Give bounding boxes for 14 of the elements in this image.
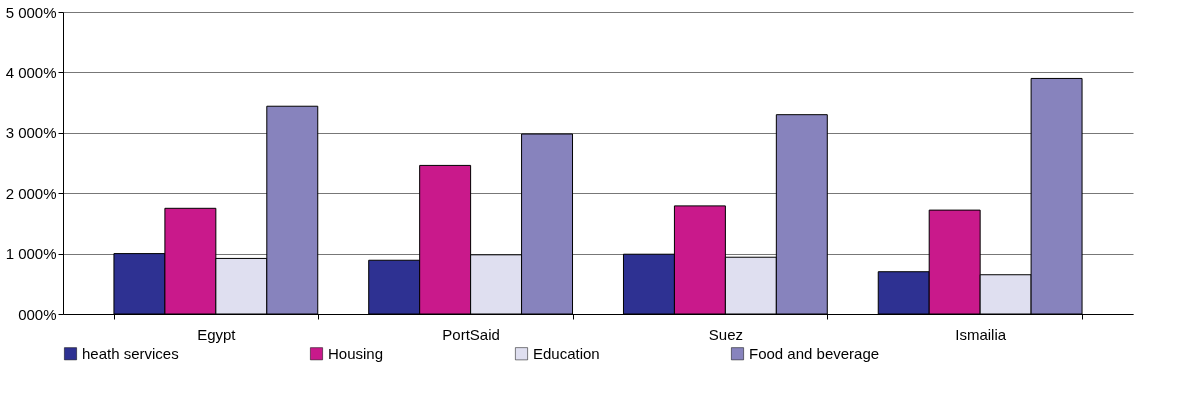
x-tick-label: Suez bbox=[708, 325, 743, 343]
y-tick-label: 3 000% bbox=[5, 124, 57, 142]
y-tick-label: 2 000% bbox=[5, 184, 57, 202]
y-tick-label: 4 000% bbox=[5, 63, 57, 81]
y-tick-label: 5 000% bbox=[5, 3, 57, 21]
legend-label: Housing bbox=[328, 344, 384, 362]
x-tick-label: Egypt bbox=[197, 325, 237, 343]
legend-label: heath services bbox=[82, 344, 179, 362]
x-tick-label: Ismailia bbox=[955, 325, 1007, 343]
y-tick-label: 000% bbox=[18, 305, 57, 323]
x-tick-label: PortSaid bbox=[442, 325, 500, 343]
legend-label: Food and beverage bbox=[749, 344, 880, 362]
y-tick-label: 1 000% bbox=[5, 245, 57, 263]
legend-label: Education bbox=[533, 344, 600, 362]
